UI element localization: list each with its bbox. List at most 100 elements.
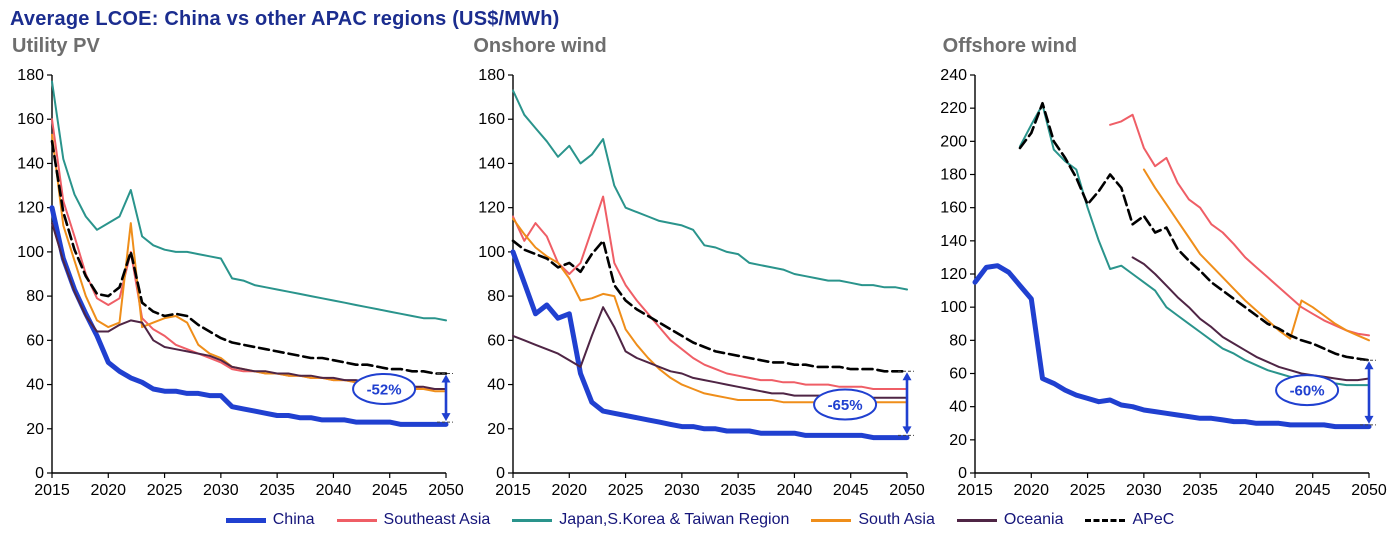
x-tick-label: 2035 bbox=[721, 482, 757, 499]
y-tick-label: 180 bbox=[940, 167, 967, 184]
y-tick-label: 20 bbox=[949, 432, 967, 449]
y-tick-label: 40 bbox=[949, 399, 967, 416]
x-tick-label: 2045 bbox=[833, 482, 869, 499]
x-tick-label: 2035 bbox=[1182, 482, 1218, 499]
x-tick-label: 2050 bbox=[428, 482, 464, 499]
y-tick-label: 60 bbox=[488, 332, 506, 349]
y-tick-label: 100 bbox=[17, 244, 44, 261]
annotation-arrowhead-up bbox=[441, 374, 451, 383]
y-tick-label: 0 bbox=[958, 465, 967, 482]
y-tick-label: 160 bbox=[479, 111, 506, 128]
x-tick-label: 2015 bbox=[496, 482, 532, 499]
annotation-label: -60% bbox=[1289, 383, 1324, 400]
annotation-oval bbox=[1274, 374, 1339, 407]
series-line-apec bbox=[50, 140, 448, 375]
annotation-arrowhead-up bbox=[1364, 361, 1374, 370]
legend-line-swatch bbox=[1085, 518, 1126, 522]
series-line-southeast-asia bbox=[1108, 113, 1370, 337]
y-tick-label: 80 bbox=[949, 332, 967, 349]
legend-item-china: China bbox=[225, 511, 315, 529]
x-tick-label: 2050 bbox=[1351, 482, 1387, 499]
annotation-oval bbox=[352, 372, 417, 405]
x-tick-label: 2015 bbox=[957, 482, 993, 499]
series-line-south-asia bbox=[51, 133, 447, 393]
x-tick-label: 2040 bbox=[777, 482, 813, 499]
y-tick-label: 140 bbox=[479, 155, 506, 172]
y-tick-label: 120 bbox=[17, 200, 44, 217]
legend-label: Southeast Asia bbox=[383, 511, 491, 528]
series-line-southeast-asia bbox=[51, 118, 447, 390]
y-tick-label: 20 bbox=[26, 421, 44, 438]
y-tick-label: 80 bbox=[488, 288, 506, 305]
y-tick-label: 180 bbox=[17, 67, 44, 84]
y-tick-label: 140 bbox=[17, 155, 44, 172]
annotation-label: -52% bbox=[367, 381, 402, 398]
x-tick-label: 2030 bbox=[203, 482, 239, 499]
legend-line-swatch bbox=[512, 518, 553, 522]
annotation-arrowhead-down bbox=[441, 413, 451, 422]
x-tick-label: 2025 bbox=[1069, 482, 1105, 499]
x-tick-label: 2035 bbox=[259, 482, 295, 499]
y-tick-label: 20 bbox=[488, 421, 506, 438]
series-line-apec bbox=[512, 239, 909, 373]
x-tick-label: 2045 bbox=[1295, 482, 1331, 499]
y-tick-label: 180 bbox=[479, 67, 506, 84]
legend-line-swatch bbox=[956, 518, 997, 522]
x-tick-label: 2040 bbox=[1238, 482, 1274, 499]
x-tick-label: 2045 bbox=[372, 482, 408, 499]
legend-label: Japan,S.Korea & Taiwan Region bbox=[559, 511, 790, 528]
legend-item-oceania: Oceania bbox=[956, 511, 1064, 529]
legend-item-southeast-asia: Southeast Asia bbox=[336, 511, 491, 529]
series-line-apec bbox=[1018, 101, 1370, 362]
x-tick-label: 2025 bbox=[608, 482, 644, 499]
page-title: Average LCOE: China vs other APAC region… bbox=[10, 8, 560, 30]
y-tick-label: 240 bbox=[940, 67, 967, 84]
charts-row: Utility PV 0 20 40 60 80 100 120 140 160 180 2015 2… bbox=[8, 33, 1392, 503]
y-tick-label: 100 bbox=[940, 299, 967, 316]
chart-panel-offshore-wind: Offshore wind 0 20 40 60 80 100 120 140 160 180 20… bbox=[931, 33, 1392, 503]
chart-panel-onshore-wind: Onshore wind 0 20 40 60 80 100 120 140 160 180 201… bbox=[469, 33, 930, 503]
x-tick-label: 2030 bbox=[664, 482, 700, 499]
y-tick-label: 0 bbox=[35, 465, 44, 482]
y-tick-label: 100 bbox=[479, 244, 506, 261]
chart-panel-utility-pv: Utility PV 0 20 40 60 80 100 120 140 160 180 2015 2… bbox=[8, 33, 469, 503]
series-line-china bbox=[49, 205, 449, 427]
y-tick-label: 200 bbox=[940, 133, 967, 150]
y-tick-label: 160 bbox=[17, 111, 44, 128]
legend-line-swatch bbox=[811, 518, 852, 522]
series-line-china bbox=[972, 263, 1372, 430]
x-tick-label: 2020 bbox=[90, 482, 126, 499]
annotation-arrowhead-down bbox=[1364, 415, 1374, 424]
y-tick-label: 80 bbox=[26, 288, 44, 305]
y-tick-label: 0 bbox=[496, 465, 505, 482]
chart-title-onshore-wind: Onshore wind bbox=[473, 35, 607, 57]
annotation-arrowhead-down bbox=[902, 426, 912, 435]
x-tick-label: 2040 bbox=[316, 482, 352, 499]
series-line-japan-s-korea-taiwan-region bbox=[512, 89, 909, 291]
x-tick-label: 2030 bbox=[1126, 482, 1162, 499]
legend-item-apec: APeC bbox=[1085, 511, 1174, 529]
x-tick-label: 2020 bbox=[552, 482, 588, 499]
y-tick-label: 140 bbox=[940, 233, 967, 250]
y-tick-label: 220 bbox=[940, 100, 967, 117]
x-tick-label: 2020 bbox=[1013, 482, 1049, 499]
y-tick-label: 60 bbox=[949, 366, 967, 383]
legend-line-swatch bbox=[225, 517, 266, 523]
annotation-arrowhead-up bbox=[902, 372, 912, 381]
series-line-oceania bbox=[1131, 256, 1370, 382]
legend-label: Oceania bbox=[1003, 511, 1064, 528]
y-tick-label: 120 bbox=[940, 266, 967, 283]
legend: China Southeast Asia Japan,S.Korea & Taiwa… bbox=[8, 505, 1392, 535]
series-line-china bbox=[510, 249, 910, 441]
y-tick-label: 60 bbox=[26, 332, 44, 349]
series-line-japan-s-korea-taiwan-region bbox=[51, 80, 447, 322]
y-tick-label: 40 bbox=[488, 377, 506, 394]
y-tick-label: 40 bbox=[26, 377, 44, 394]
x-tick-label: 2025 bbox=[147, 482, 183, 499]
legend-item-japan-s-korea-taiwan-region: Japan,S.Korea & Taiwan Region bbox=[512, 511, 789, 529]
chart-title-offshore-wind: Offshore wind bbox=[942, 35, 1078, 57]
legend-label: South Asia bbox=[858, 511, 935, 528]
annotation-label: -65% bbox=[828, 397, 863, 414]
